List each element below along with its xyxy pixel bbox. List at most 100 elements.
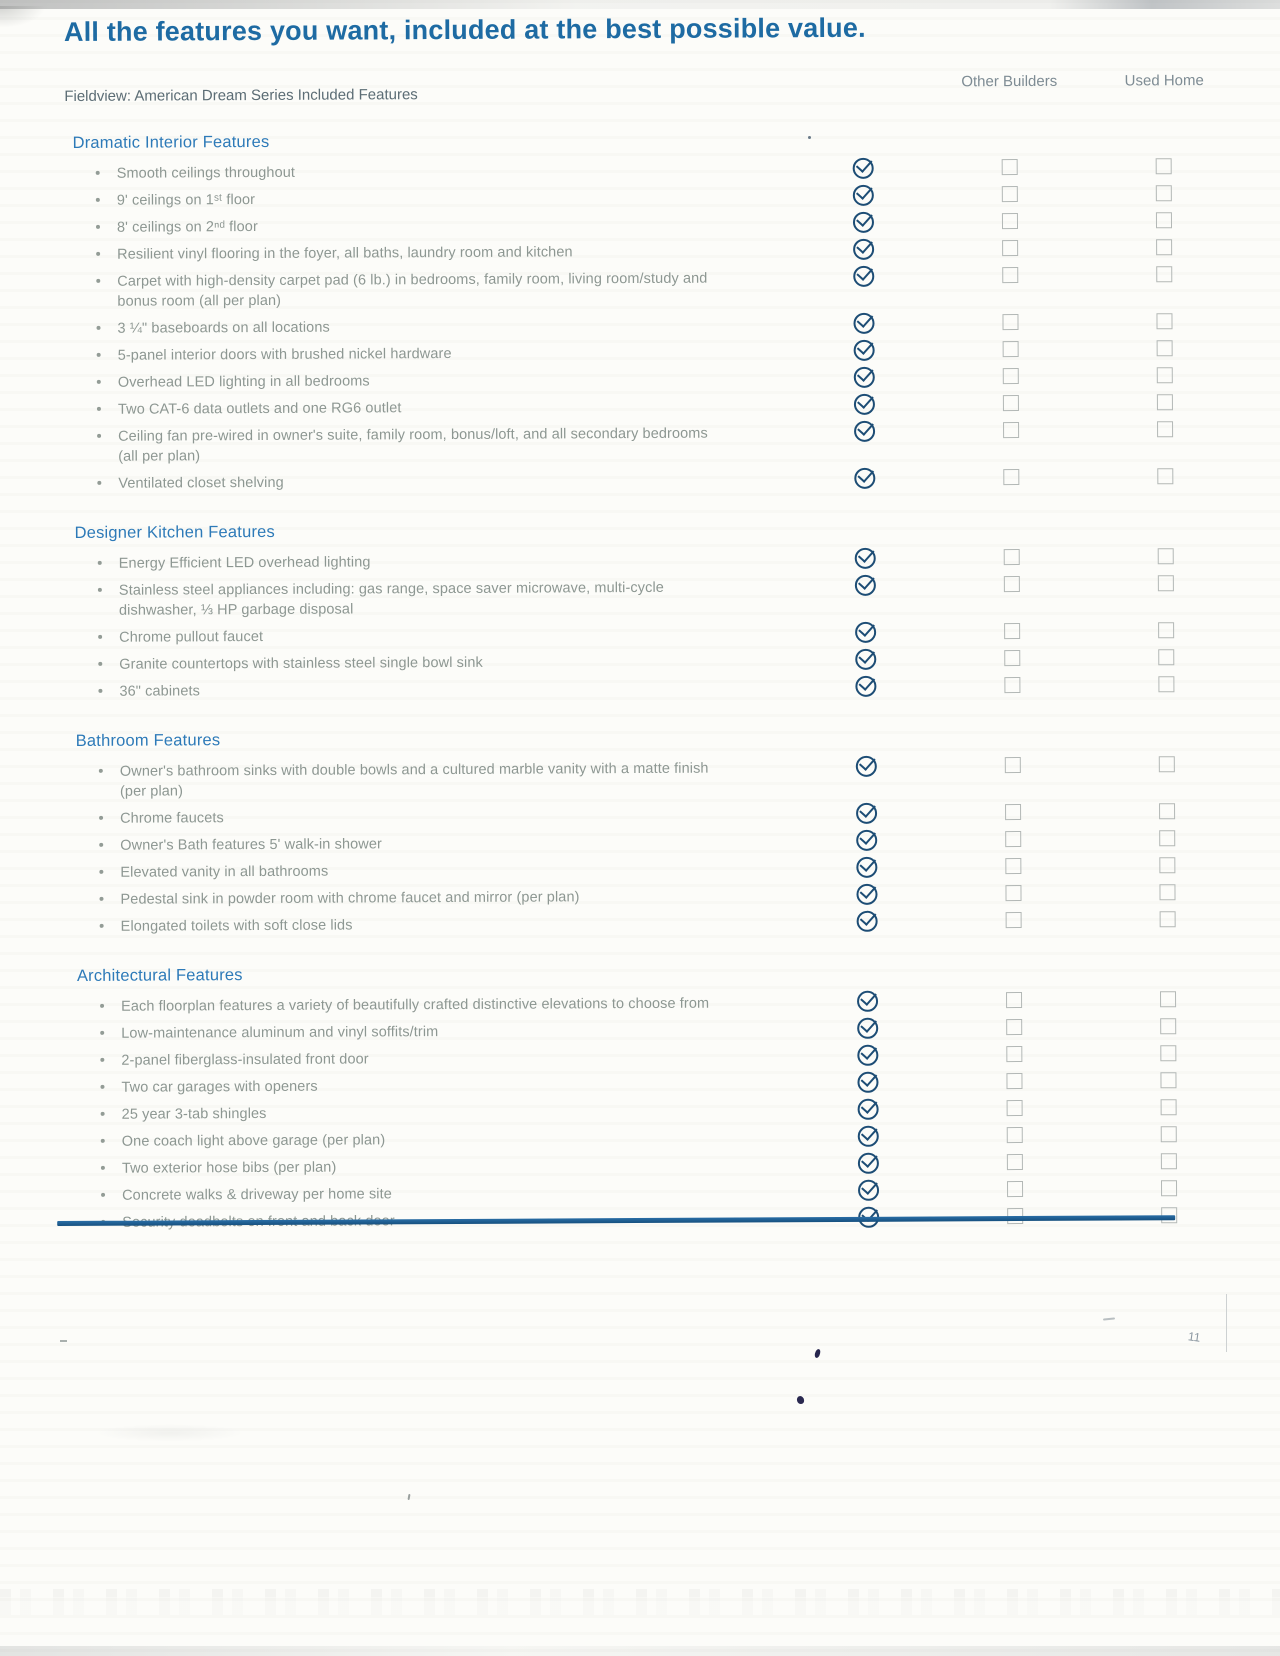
table-header-row: Fieldview: American Dream Series Include… (0, 72, 1276, 106)
check-circle-icon (857, 1069, 879, 1093)
other-builders-checkbox (1005, 885, 1022, 902)
feature-item-row: Owner's bathroom sinks with double bowls… (0, 753, 1280, 803)
scan-texture-band (0, 1589, 1280, 1623)
used-home-checkbox (1156, 340, 1173, 357)
page-number: 11 (1187, 1329, 1202, 1345)
feature-item-text: One coach light above garage (per plan) (121, 1132, 386, 1150)
bullet-icon (99, 815, 104, 820)
used-home-checkbox (1160, 1180, 1178, 1197)
feature-item-text: Pedestal sink in powder room with chrome… (120, 889, 580, 908)
other-builders-checkbox (1003, 422, 1020, 439)
feature-item-text: 5-panel interior doors with brushed nick… (117, 345, 452, 364)
other-builders-checkbox (1005, 858, 1022, 875)
section-title: Architectural Features (76, 966, 243, 985)
feature-item-text: Resilient vinyl flooring in the foyer, a… (117, 244, 573, 263)
check-tick (856, 236, 873, 254)
other-builders-checkbox (1006, 992, 1023, 1009)
feature-item-text: Two car garages with openers (121, 1078, 318, 1096)
bullet-icon (98, 768, 103, 773)
other-builders-checkbox (1004, 677, 1021, 694)
check-tick (857, 545, 875, 563)
feature-item-text: Stainless steel appliances including: ga… (118, 579, 664, 619)
check-circle-icon (853, 236, 875, 260)
feature-item-text: Two exterior hose bibs (per plan) (121, 1159, 337, 1177)
feature-item-text: 2-panel fiberglass-insulated front door (121, 1051, 369, 1069)
used-home-checkbox (1156, 367, 1173, 384)
check-circle-icon (857, 988, 879, 1012)
check-circle-icon (853, 263, 875, 287)
other-builders-checkbox (1004, 650, 1021, 667)
check-circle-icon (855, 753, 877, 777)
other-builders-checkbox (1006, 1019, 1023, 1036)
feature-item-text: Smooth ceilings throughout (116, 164, 296, 182)
bullet-icon (96, 325, 101, 330)
used-home-checkbox (1160, 1099, 1177, 1116)
check-tick (859, 827, 877, 845)
used-home-checkbox (1156, 394, 1173, 411)
used-home-checkbox (1158, 676, 1175, 693)
check-circle-icon (854, 572, 876, 596)
feature-item-row: Carpet with high-density carpet pad (6 l… (0, 263, 1277, 313)
used-home-checkbox (1158, 756, 1175, 773)
used-home-checkbox (1160, 1072, 1177, 1089)
feature-item-row: One coach light above garage (per plan) (2, 1123, 1280, 1153)
check-tick (860, 1096, 878, 1114)
check-tick (861, 1177, 878, 1195)
used-home-checkbox (1160, 1126, 1177, 1143)
check-tick (859, 800, 876, 818)
check-circle-icon (856, 800, 878, 824)
used-home-checkbox (1158, 649, 1175, 666)
bullet-icon (100, 1165, 105, 1170)
bullet-icon (97, 587, 102, 592)
faint-mark (1102, 1317, 1116, 1321)
pencil-dash (60, 1340, 67, 1342)
feature-section: Bathroom Features Owner's bathroom sinks … (0, 726, 1280, 938)
feature-item-row: Ventilated closet shelving (0, 465, 1278, 495)
other-builders-checkbox (1001, 159, 1018, 176)
feature-item-text: Each floorplan features a variety of bea… (121, 995, 710, 1015)
feature-item-row: 8' ceilings on 2ⁿᵈ floor (0, 209, 1277, 239)
feature-item-row: 9' ceilings on 1ˢᵗ floor (0, 182, 1277, 212)
feature-item-text: Owner's Bath features 5' walk-in shower (120, 836, 382, 854)
feature-item-text: Chrome pullout faucet (119, 628, 264, 646)
bullet-icon (96, 406, 101, 411)
other-builders-checkbox (1005, 831, 1022, 848)
check-circle-icon (857, 1177, 880, 1201)
used-home-checkbox (1156, 313, 1173, 330)
other-builders-checkbox (1002, 395, 1019, 412)
used-home-checkbox (1157, 575, 1174, 592)
check-tick (855, 155, 873, 173)
check-circle-icon (853, 337, 875, 361)
feature-item-text: Carpet with high-density carpet pad (6 l… (117, 270, 708, 310)
feature-item-row: 3 ¼" baseboards on all locations (0, 310, 1278, 340)
feature-item-row: Energy Efficient LED overhead lighting (0, 545, 1279, 575)
feature-item-row: 5-panel interior doors with brushed nick… (0, 337, 1278, 367)
check-circle-icon (856, 881, 878, 905)
check-tick (861, 1150, 878, 1168)
column-header-used-home: Used Home (1124, 72, 1204, 90)
bullet-icon (101, 1192, 106, 1197)
bullet-icon (95, 224, 101, 229)
bullet-icon (96, 278, 101, 283)
bullet-icon (99, 896, 104, 901)
used-home-checkbox (1157, 468, 1174, 485)
other-builders-checkbox (1006, 1046, 1023, 1063)
feature-item-text: Two CAT-6 data outlets and one RG6 outle… (117, 400, 402, 418)
ink-speck (814, 1348, 821, 1359)
feature-item-text: Concrete walks & driveway per home site (122, 1186, 392, 1204)
scan-edge-smudge (0, 1646, 1280, 1656)
check-circle-icon (852, 209, 875, 233)
feature-item-row: Ceiling fan pre-wired in owner's suite, … (0, 418, 1278, 468)
document-subtitle: Fieldview: American Dream Series Include… (64, 86, 418, 106)
feature-item-text: Ceiling fan pre-wired in owner's suite, … (118, 425, 708, 465)
check-tick (860, 1042, 878, 1060)
feature-item-row: Chrome faucets (0, 800, 1280, 830)
check-circle-icon (856, 908, 878, 932)
used-home-checkbox (1159, 803, 1176, 820)
feature-section: Dramatic Interior Features Smooth ceiling… (0, 128, 1278, 495)
used-home-checkbox (1157, 421, 1174, 438)
check-circle-icon (857, 1042, 879, 1066)
check-circle-icon (856, 827, 878, 851)
feature-item-row: Low-maintenance aluminum and vinyl soffi… (1, 1015, 1280, 1045)
check-tick (860, 1015, 878, 1033)
